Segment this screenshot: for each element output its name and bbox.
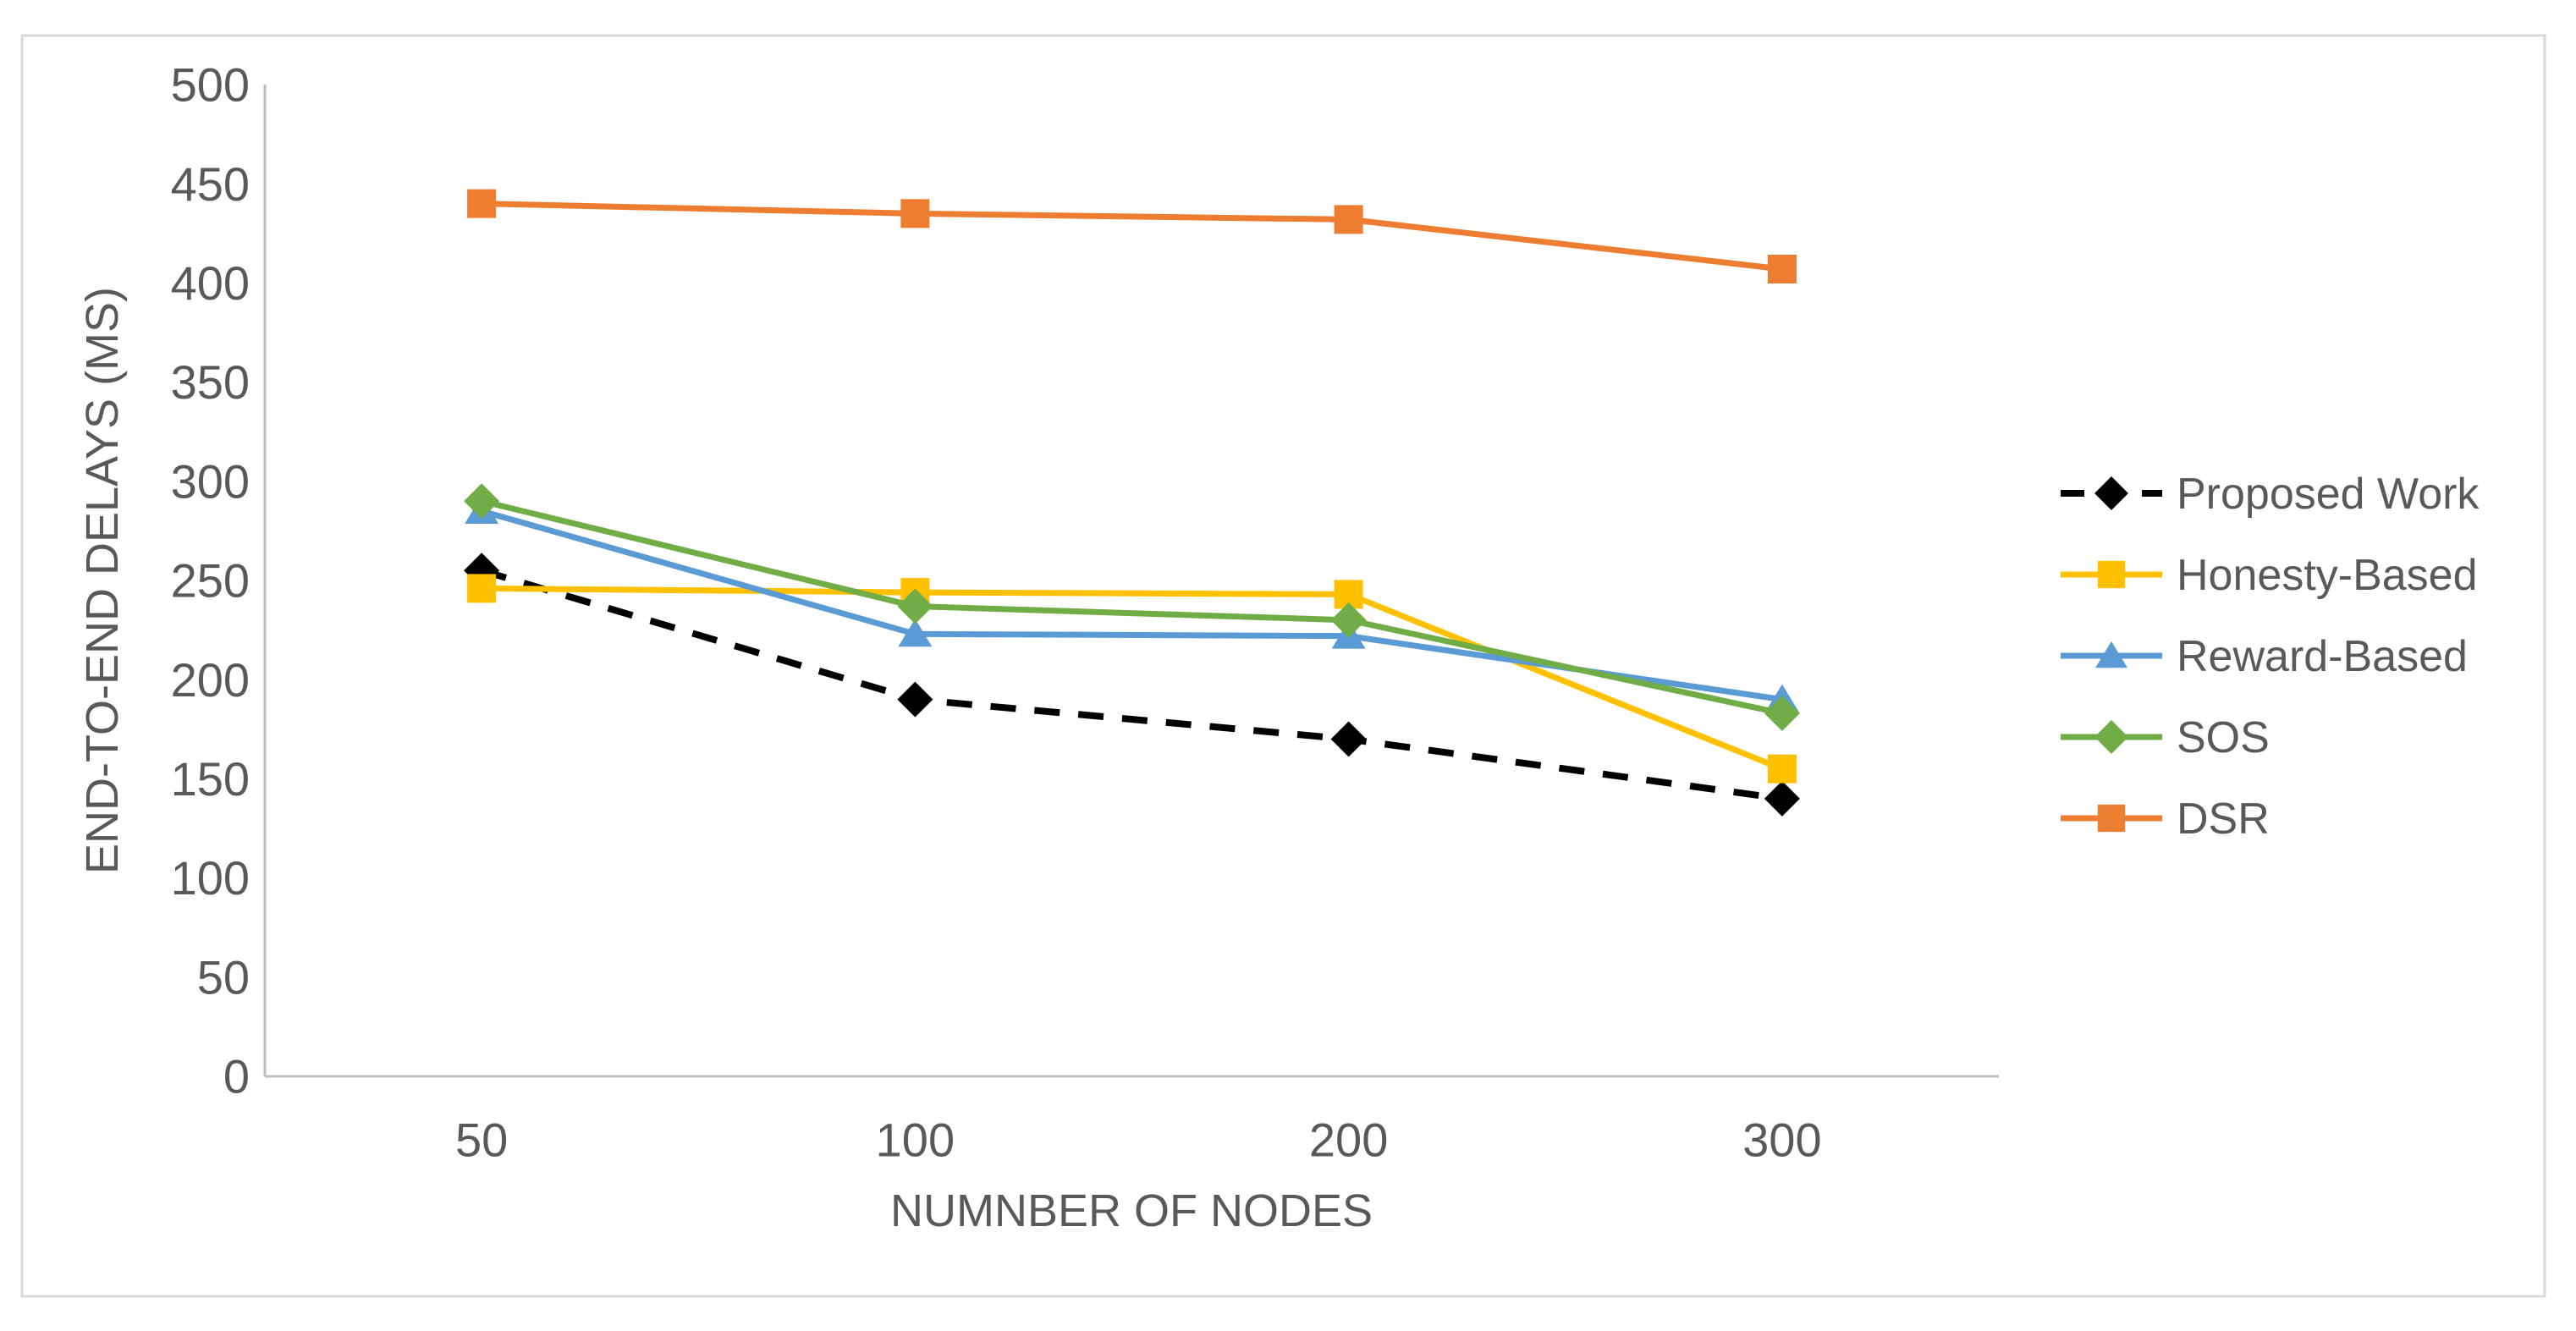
- legend-item: Reward-Based: [2061, 632, 2468, 681]
- data-point-marker: [897, 588, 933, 624]
- x-tick-label: 50: [455, 1114, 508, 1167]
- legend-label: SOS: [2177, 713, 2270, 762]
- x-axis-tick-labels: 50 100 200 300: [455, 1114, 1822, 1167]
- y-axis-tick-labels: 0 50 100 150 200 250 300 350 400 450 500: [171, 58, 250, 1103]
- axes: [263, 85, 1999, 1078]
- data-point-marker: [1330, 721, 1367, 757]
- data-point-marker: [2097, 560, 2126, 589]
- data-point-marker: [467, 189, 497, 218]
- data-point-marker: [2094, 476, 2128, 510]
- x-tick-label: 300: [1742, 1114, 1821, 1167]
- y-tick-label: 150: [171, 752, 250, 806]
- data-point-marker: [2095, 641, 2127, 668]
- data-point-marker: [1330, 602, 1367, 638]
- series-line: [482, 585, 1784, 772]
- y-tick-label: 500: [171, 58, 250, 112]
- legend-label: Proposed Work: [2177, 470, 2480, 519]
- data-point-marker: [898, 619, 933, 647]
- series-line: [480, 567, 1783, 802]
- series-line: [481, 498, 1783, 717]
- chart-border: [20, 34, 2546, 1298]
- data-point-marker: [1767, 754, 1797, 784]
- series-line: [482, 201, 1783, 272]
- y-tick-label: 350: [171, 355, 250, 409]
- data-point-marker: [1764, 696, 1800, 732]
- x-tick-label: 100: [876, 1114, 955, 1167]
- data-point-marker: [897, 681, 933, 718]
- legend-item: SOS: [2061, 713, 2270, 762]
- legend-label: Reward-Based: [2177, 632, 2468, 681]
- y-tick-label: 250: [171, 554, 250, 608]
- legend-item: Proposed Work: [2061, 470, 2480, 519]
- legend-label: Honesty-Based: [2177, 551, 2478, 600]
- x-axis-title: NUMNBER OF NODES: [890, 1185, 1373, 1236]
- y-axis-title: END-TO-END DELAYS (MS): [77, 287, 128, 874]
- y-tick-label: 300: [171, 454, 250, 508]
- data-point-marker: [900, 199, 930, 228]
- legend-item: Honesty-Based: [2061, 551, 2478, 600]
- y-tick-label: 0: [223, 1050, 250, 1103]
- data-point-marker: [467, 574, 497, 603]
- data-point-marker: [464, 483, 500, 520]
- data-point-marker: [1764, 780, 1800, 817]
- data-series: [464, 189, 1800, 817]
- y-tick-label: 400: [171, 256, 250, 310]
- data-point-marker: [1334, 205, 1363, 234]
- legend-item: DSR: [2061, 795, 2270, 844]
- data-point-marker: [1767, 254, 1797, 283]
- y-tick-label: 100: [171, 851, 250, 905]
- x-tick-label: 200: [1309, 1114, 1388, 1167]
- legend-label: DSR: [2177, 795, 2270, 844]
- series-sos: [464, 483, 1800, 732]
- series-dsr: [467, 189, 1797, 283]
- y-tick-label: 50: [197, 950, 250, 1004]
- y-tick-label: 200: [171, 653, 250, 707]
- y-tick-label: 450: [171, 157, 250, 211]
- data-point-marker: [2097, 804, 2126, 833]
- legend: Proposed Work Honesty-Based Reward-Based SO…: [2061, 470, 2480, 844]
- data-point-marker: [2094, 720, 2128, 754]
